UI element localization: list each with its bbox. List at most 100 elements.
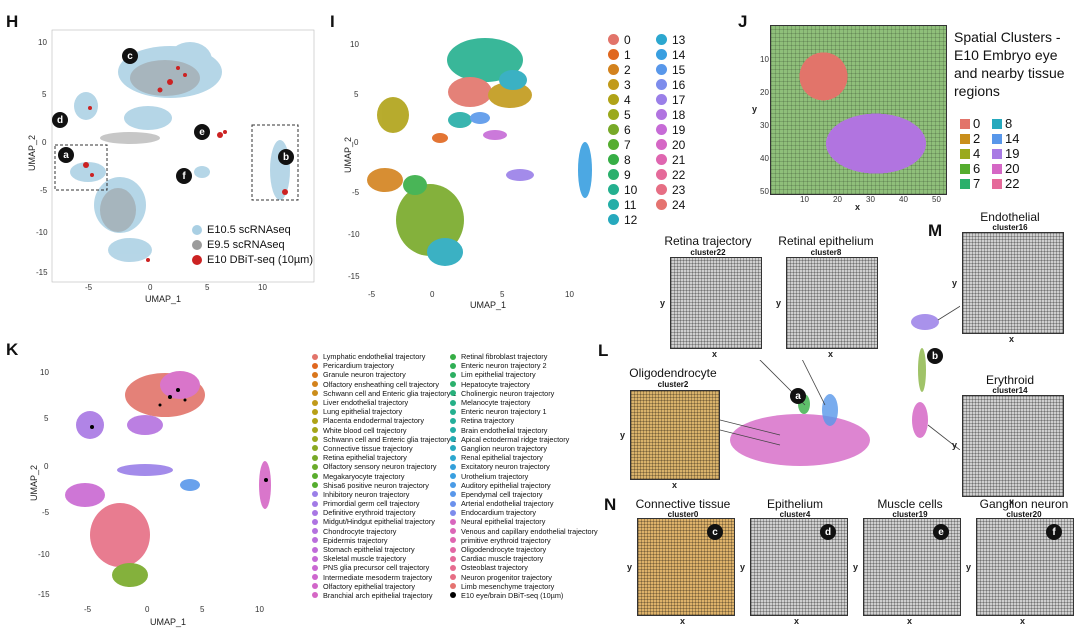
- spatial-thumb-retina: [670, 257, 762, 349]
- legend-item: 13: [656, 32, 685, 47]
- legend-swatch: [656, 154, 667, 165]
- legend-swatch: [312, 473, 318, 480]
- legend-swatch: [312, 546, 318, 553]
- legend-swatch: [312, 463, 318, 470]
- legend-label: Primordial germ cell trajectory: [323, 499, 420, 509]
- legend-item: Retina trajectory: [450, 416, 598, 425]
- legend-item: Olfactory ensheathing cell trajectory: [312, 380, 456, 389]
- y-axis-title-m: y: [952, 278, 958, 288]
- tick-x: 0: [145, 605, 150, 614]
- legend-item: Branchial arch epithelial trajectory: [312, 591, 456, 600]
- legend-label: Branchial arch epithelial trajectory: [323, 590, 433, 600]
- legend-swatch: [656, 199, 667, 210]
- legend-item: E10 eye/brain DBiT-seq (10µm): [450, 591, 598, 600]
- legend-item: Excitatory neuron trajectory: [450, 462, 598, 471]
- tick-y: 0: [42, 138, 47, 147]
- legend-item: Midgut/Hindgut epithelial trajectory: [312, 517, 456, 526]
- legend-item: 6: [960, 161, 980, 176]
- legend-item: 21: [656, 152, 685, 167]
- thumb-title: Erythroid: [985, 373, 1035, 387]
- badge-f: f: [176, 168, 192, 184]
- x-axis-title-n: x: [680, 616, 686, 626]
- y-axis-title-n: y: [853, 562, 859, 572]
- legend-item: 23: [656, 182, 685, 197]
- legend-swatch: [450, 417, 456, 424]
- legend-item: Olfactory sensory neuron trajectory: [312, 462, 456, 471]
- legend-swatch: [450, 473, 456, 480]
- legend-k-col2: Retinal fibroblast trajectory Enteric neu…: [450, 352, 598, 600]
- thumb-title: Connective tissue: [635, 497, 731, 511]
- legend-label: Inhibitory neuron trajectory: [323, 489, 410, 499]
- tick-y: 10: [350, 40, 359, 49]
- thumb-title: Retinal epithelium: [778, 234, 874, 248]
- tick-y: -15: [38, 590, 50, 599]
- legend-swatch: [450, 528, 456, 535]
- legend-label: Olfactory ensheathing cell trajectory: [323, 379, 439, 389]
- legend-label: Ganglion neuron trajectory: [461, 443, 547, 453]
- legend-swatch: [312, 408, 318, 415]
- legend-item: 7: [960, 176, 980, 191]
- legend-label: 19: [1005, 146, 1020, 161]
- tick-x: 0: [148, 283, 153, 292]
- legend-label: 4: [624, 92, 631, 107]
- legend-swatch: [608, 124, 619, 135]
- legend-swatch: [450, 463, 456, 470]
- legend-swatch: [960, 118, 970, 129]
- y-axis-title-h: UMAP_2: [27, 134, 38, 172]
- legend-item: E9.5 scRNAseq: [192, 237, 313, 252]
- legend-item: 18: [656, 107, 685, 122]
- legend-label: Lim epithelial trajectory: [461, 370, 536, 380]
- legend-item: Brain endothelial trajectory: [450, 426, 598, 435]
- spatial-thumb-muscle: [863, 518, 961, 616]
- tick-y: 5: [44, 414, 49, 423]
- tick-y: 10: [760, 55, 769, 64]
- x-axis-title-k: UMAP_1: [150, 617, 187, 627]
- legend-label: 5: [624, 107, 631, 122]
- legend-label: 7: [624, 137, 631, 152]
- legend-label: 0: [973, 116, 981, 131]
- legend-label: Granule neuron trajectory: [323, 370, 406, 380]
- legend-swatch: [450, 390, 456, 397]
- legend-swatch: [450, 564, 456, 571]
- thumb-title: Muscle cells: [877, 497, 943, 511]
- legend-item: Granule neuron trajectory: [312, 370, 456, 379]
- legend-label: Cholinergic neuron trajectory: [461, 388, 555, 398]
- spatial-thumb-retinal-epithelium: [786, 257, 878, 349]
- legend-swatch: [312, 500, 318, 507]
- thumb-subtitle: cluster14: [992, 386, 1028, 395]
- legend-label: Osteoblast trajectory: [461, 563, 528, 573]
- legend-label: Connective tissue trajectory: [323, 443, 413, 453]
- legend-label: 20: [672, 137, 686, 152]
- legend-swatch: [960, 163, 970, 174]
- legend-label: Schwann cell and Enteric glia trajectory…: [323, 434, 457, 444]
- legend-item: Venous and capillary endothelial traject…: [450, 527, 598, 536]
- legend-label: Oligodendrocyte trajectory: [461, 545, 547, 555]
- legend-swatch: [450, 509, 456, 516]
- legend-item: 19: [992, 146, 1019, 161]
- legend-item: 10: [608, 182, 637, 197]
- legend-swatch: [312, 353, 318, 360]
- legend-item: White blood cell trajectory: [312, 426, 456, 435]
- legend-label: Limb mesenchyme trajectory: [461, 581, 555, 591]
- legend-label: Endocardium trajectory: [461, 508, 537, 518]
- legend-swatch: [450, 454, 456, 461]
- legend-j-col2: 8 14 19 20 22: [992, 116, 1019, 191]
- legend-item: 12: [608, 212, 637, 227]
- y-axis-title-j: y: [752, 104, 758, 114]
- tick-x: 10: [255, 605, 264, 614]
- legend-swatch: [960, 148, 970, 159]
- tick-x: 5: [500, 290, 505, 299]
- legend-label: Cardiac muscle trajectory: [461, 554, 544, 564]
- thumb-title: Retina trajectory: [664, 234, 752, 248]
- legend-swatch: [450, 555, 456, 562]
- legend-item: 9: [608, 167, 637, 182]
- legend-item: 0: [608, 32, 637, 47]
- legend-swatch: [312, 445, 318, 452]
- legend-swatch: [992, 148, 1002, 159]
- tick-x: 5: [205, 283, 210, 292]
- legend-swatch: [450, 500, 456, 507]
- x-axis-title-n: x: [794, 616, 800, 626]
- spatial-thumb-erythroid: [962, 395, 1064, 497]
- legend-item: Lung epithelial trajectory: [312, 407, 456, 416]
- tick-y: -5: [352, 188, 360, 197]
